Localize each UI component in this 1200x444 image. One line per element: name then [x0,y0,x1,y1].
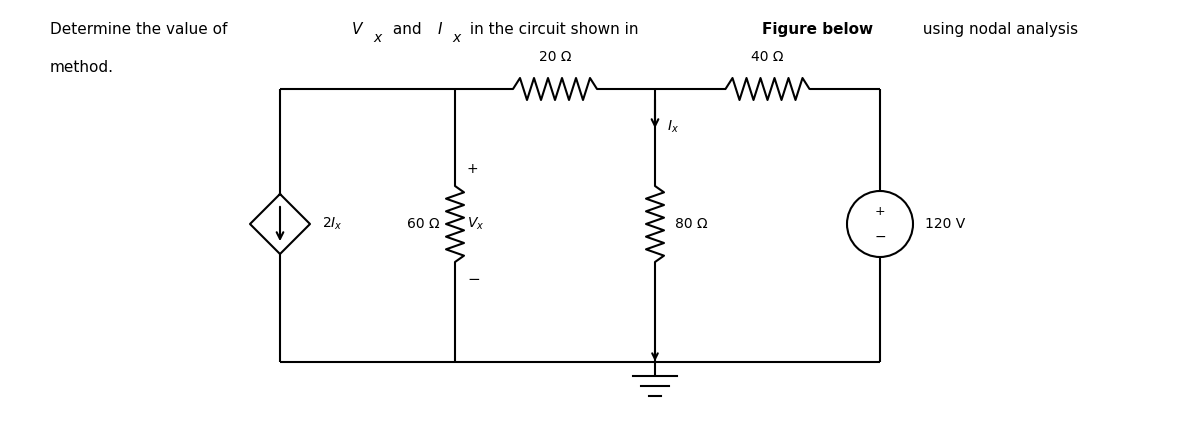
Text: 80 Ω: 80 Ω [674,217,708,231]
Text: 60 Ω: 60 Ω [407,217,440,231]
Text: 20 Ω: 20 Ω [539,50,571,64]
Text: −: − [467,271,480,286]
Text: Figure below: Figure below [762,22,874,37]
Text: x: x [452,31,461,45]
Text: 120 V: 120 V [925,217,965,231]
Text: in the circuit shown in: in the circuit shown in [466,22,643,37]
Text: and: and [388,22,426,37]
Text: 40 Ω: 40 Ω [751,50,784,64]
Text: −: − [874,230,886,244]
Text: method.: method. [50,60,114,75]
Text: Determine the value of: Determine the value of [50,22,233,37]
Text: using nodal analysis: using nodal analysis [918,22,1078,37]
Text: $V_x$: $V_x$ [467,216,485,232]
Text: $I_x$: $I_x$ [667,119,679,135]
Text: V: V [352,22,362,37]
Text: +: + [875,205,886,218]
Text: +: + [467,162,479,176]
Text: I: I [438,22,443,37]
Text: x: x [373,31,382,45]
Text: $2I_x$: $2I_x$ [322,216,343,232]
